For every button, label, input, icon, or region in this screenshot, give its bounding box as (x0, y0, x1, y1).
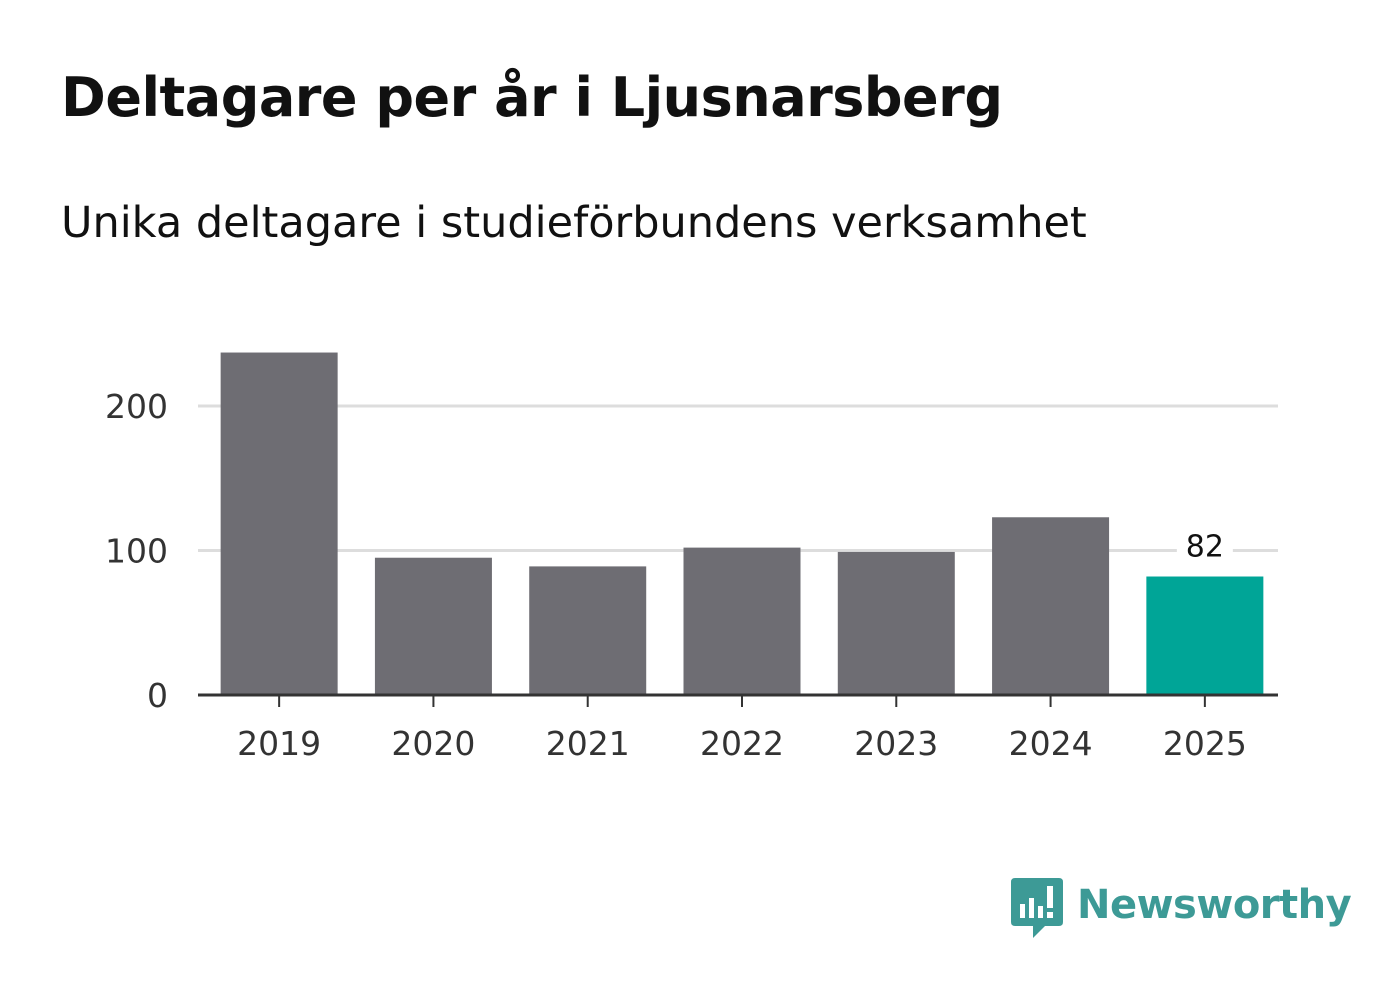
chart-title: Deltagare per år i Ljusnarsberg (61, 66, 1003, 129)
x-tick-label: 2025 (1163, 724, 1247, 763)
labels: 0 100 200 2019 2020 2021 2022 2023 2024 2025 82 (105, 387, 1247, 763)
bar-2019 (220, 352, 338, 695)
x-tick-label: 2019 (237, 724, 321, 763)
chart-subtitle: Unika deltagare i studieförbundens verks… (61, 198, 1087, 248)
x-tick-label: 2020 (391, 724, 475, 763)
bar-2024 (992, 517, 1110, 695)
newsworthy-logo: Newsworthy (1011, 878, 1352, 940)
bar-2021 (529, 566, 647, 695)
newsworthy-logo-text: Newsworthy (1077, 882, 1352, 928)
bars (220, 352, 1264, 695)
y-tick-label: 200 (105, 387, 168, 426)
grid-lines (198, 404, 1278, 552)
bar-2025 (1146, 576, 1264, 695)
newsworthy-logo-icon (1011, 878, 1063, 938)
bar-2023 (837, 551, 955, 695)
x-tick-label: 2022 (700, 724, 784, 763)
y-tick-label: 0 (147, 676, 168, 715)
data-label-2025: 82 (1186, 530, 1224, 565)
x-tick-label: 2023 (854, 724, 938, 763)
y-tick-label: 100 (105, 532, 168, 571)
bar-2020 (374, 557, 492, 695)
x-tick-label: 2021 (546, 724, 630, 763)
x-axis (198, 693, 1278, 707)
data-label-background (1176, 526, 1233, 565)
x-tick-label: 2024 (1009, 724, 1093, 763)
bar-2022 (683, 547, 801, 695)
